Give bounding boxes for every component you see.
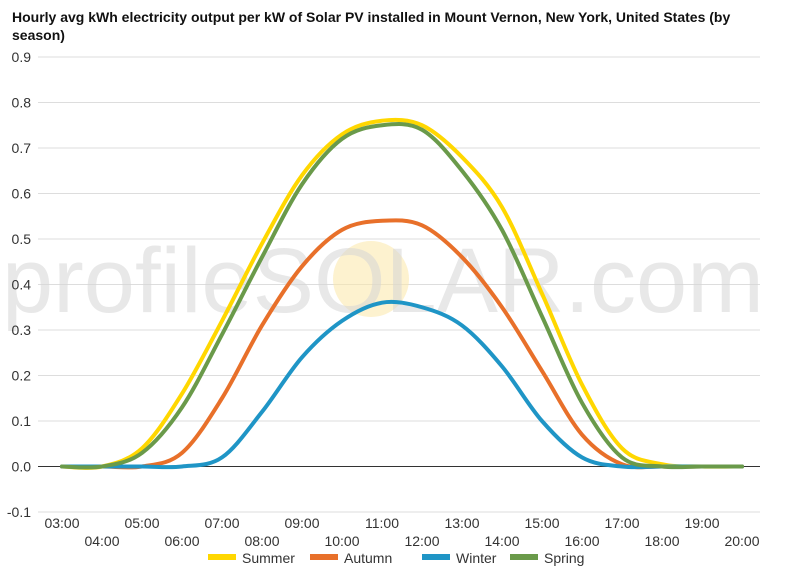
y-tick-label: -0.1 [7,504,31,520]
x-tick-label: 07:00 [204,515,239,531]
y-tick-label: 0.3 [12,322,32,338]
series [60,117,744,470]
x-tick-label: 08:00 [244,533,279,549]
x-tick-label: 09:00 [284,515,319,531]
legend-swatch-summer [208,554,236,560]
x-tick-label: 11:00 [365,515,399,531]
legend-swatch-autumn [310,554,338,560]
series-line-summer [60,117,744,470]
y-tick-label: 0.5 [12,231,32,247]
y-axis: -0.1 0.0 0.1 0.2 0.3 0.4 0.5 0.6 0.7 0.8 0.9 [7,49,31,520]
chart-title: Hourly avg kWh electricity output per kW… [12,9,731,43]
legend: Summer Autumn Winter Spring [208,550,584,566]
x-tick-label: 10:00 [324,533,359,549]
x-tick-label: 20:00 [724,533,759,549]
y-tick-label: 0.0 [12,459,32,475]
series-line-winter [60,299,744,470]
legend-label-spring: Spring [544,550,584,566]
x-tick-label: 03:00 [44,515,79,531]
x-tick-label: 17:00 [604,515,639,531]
watermark: profileSOLAR.com [2,230,764,332]
y-tick-label: 0.1 [12,413,32,429]
y-tick-label: 0.4 [12,277,32,293]
x-tick-label: 18:00 [644,533,679,549]
x-tick-label: 12:00 [404,533,439,549]
watermark-sun-icon [333,241,409,317]
legend-label-winter: Winter [456,550,497,566]
x-tick-label: 16:00 [564,533,599,549]
y-tick-label: 0.6 [12,186,32,202]
legend-label-summer: Summer [242,550,295,566]
x-tick-label: 19:00 [684,515,719,531]
series-line-spring [60,122,744,470]
watermark-text: profileSOLAR.com [2,230,764,332]
x-tick-label: 13:00 [444,515,479,531]
y-tick-label: 0.7 [12,140,32,156]
y-tick-label: 0.2 [12,368,32,384]
legend-swatch-spring [510,554,538,560]
x-tick-label: 14:00 [484,533,519,549]
series-line-autumn [60,218,744,470]
x-tick-label: 06:00 [164,533,199,549]
legend-label-autumn: Autumn [344,550,392,566]
legend-swatch-winter [422,554,450,560]
y-tick-label: 0.8 [12,95,32,111]
x-tick-label: 15:00 [524,515,559,531]
x-axis: 03:00 04:00 05:00 06:00 07:00 08:00 09:00 10:00… [44,515,759,549]
x-tick-label: 05:00 [124,515,159,531]
x-tick-label: 04:00 [84,533,119,549]
y-tick-label: 0.9 [12,49,32,65]
